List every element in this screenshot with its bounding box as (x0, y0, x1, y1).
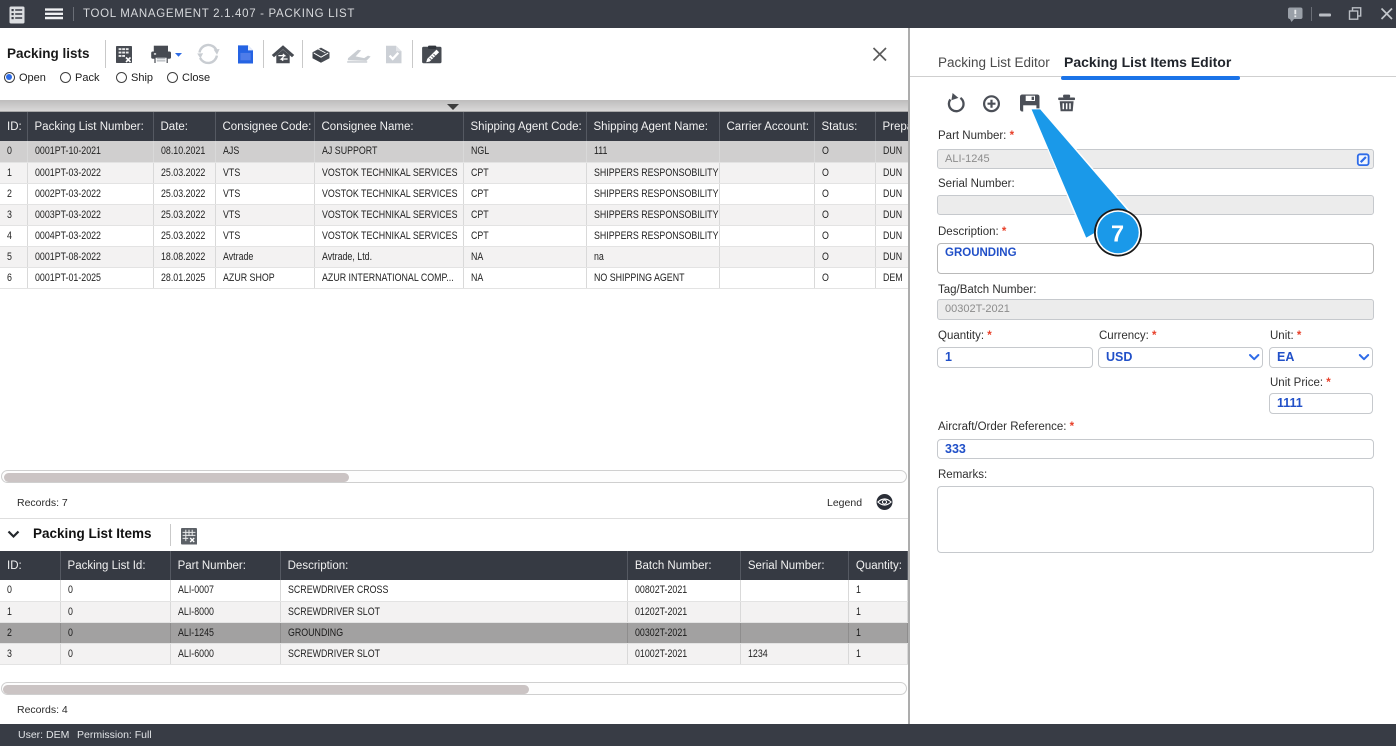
svg-text:7: 7 (1111, 221, 1124, 247)
